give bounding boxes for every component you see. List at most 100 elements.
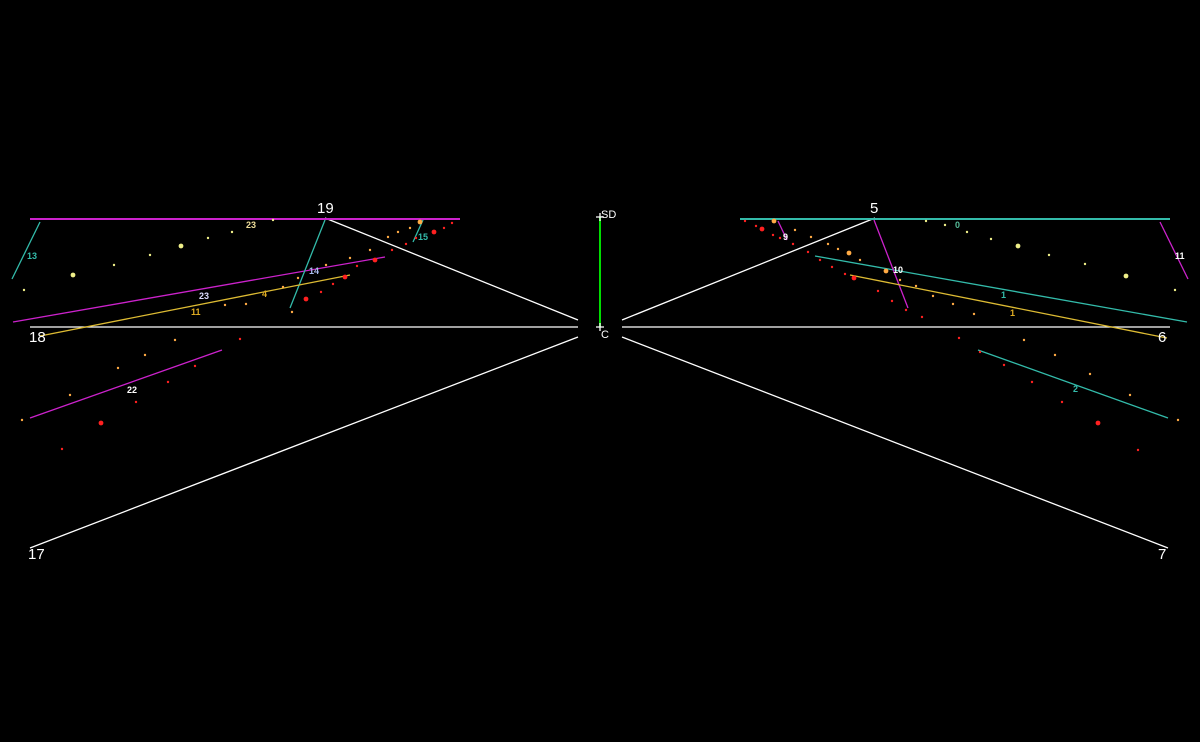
curve-label: 23 [199,291,209,301]
sun-position-dot [943,223,947,227]
cyan-line [814,255,1188,323]
sun-position-dot [890,299,894,303]
sun-position-dot [791,242,795,246]
plus-marker-sd [596,213,604,331]
curve-label: 11 [1175,251,1185,261]
curve-label: 0 [955,220,960,230]
sun-position-dot [324,263,328,267]
sun-position-dot [1128,393,1132,397]
curve-label: 14 [309,266,319,276]
magenta-line [12,256,386,323]
sun-position-dot [924,219,928,223]
sun-position-dot [972,312,976,316]
sun-position-dot [112,263,116,267]
sun-position-dot [771,218,777,224]
sun-position-dot [244,302,248,306]
sun-position-dot [281,285,285,289]
magenta-line [873,219,909,309]
hour-label-17: 17 [28,546,45,563]
sun-position-dot [355,264,359,268]
sun-position-dot [173,338,177,342]
sun-position-dot [778,236,782,240]
sun-position-dot [883,268,889,274]
sun-position-dot [368,248,372,252]
cyan-line [11,221,41,280]
sun-position-dot [836,247,840,251]
sun-position-dot [1030,380,1034,384]
sun-position-dot [223,303,227,307]
sun-position-dot [920,315,924,319]
cyan-line [289,219,326,309]
sun-position-dot [396,230,400,234]
sun-position-dot [1053,353,1057,357]
curve-label: 22 [127,385,137,395]
hour-label-19: 19 [317,200,334,217]
sun-position-dot [876,289,880,293]
curve-label: 10 [893,265,903,275]
sun-position-dot [904,308,908,312]
sun-position-dot [206,236,210,240]
sun-position-dot [417,219,423,225]
curve-label: 2 [1073,384,1078,394]
sun-position-dot [319,290,323,294]
hour-line-19 [324,217,579,321]
sun-position-dot [342,274,348,280]
hour-label-7: 7 [1158,546,1166,563]
sun-position-dot [1095,420,1101,426]
sun-position-dot [98,420,104,426]
sun-position-dot [806,250,810,254]
sun-position-dot [1060,400,1064,404]
sun-position-dot [898,278,902,282]
hour-label-6: 6 [1158,329,1166,346]
sun-position-dot [22,288,26,292]
sun-position-dot [1083,262,1087,266]
sun-position-dot [914,284,918,288]
hour-line-7 [621,336,1169,549]
sun-position-dot [331,282,335,286]
sun-position-dot [442,226,446,230]
sun-position-dot [238,337,242,341]
sun-position-dot [414,236,418,240]
curve-label: 11 [191,307,201,317]
sun-position-dot [965,230,969,234]
curve-label: 15 [418,232,428,242]
sun-position-dot [230,230,234,234]
sun-position-dot [1015,243,1021,249]
sun-position-dot [386,235,390,239]
hour-label-18: 18 [29,329,46,346]
cyan-line [977,349,1169,419]
sun-position-dot [68,393,72,397]
gold-line [39,274,351,337]
hour-line-17 [29,336,579,549]
sun-position-dot [60,447,64,451]
sun-position-dot [1022,338,1026,342]
sun-position-dot [858,258,862,262]
sun-position-dot [931,294,935,298]
sun-position-dot [989,237,993,241]
sun-position-dot [271,218,275,222]
c-label: C [601,329,609,341]
sun-position-dot [743,219,747,223]
sun-position-dot [1123,273,1129,279]
sun-position-dot [846,250,852,256]
curve-label: 13 [27,251,37,261]
sun-position-dot [978,350,982,354]
sun-position-dot [1176,418,1180,422]
sun-position-dot [408,226,412,230]
sun-position-dot [143,353,147,357]
sun-position-dot [957,336,961,340]
magenta-line [29,349,223,419]
sun-position-dot [193,364,197,368]
sun-position-dot [771,233,775,237]
sun-position-dot [793,228,797,232]
curve-label: 1 [1010,308,1015,318]
sun-position-dot [951,302,955,306]
curve-label: 4 [262,289,267,299]
sun-position-dot [148,253,152,257]
sun-position-dot [851,275,857,281]
sun-position-dot [70,272,76,278]
sun-position-dot [826,242,830,246]
sun-position-dot [450,221,454,225]
sun-position-dot [303,296,309,302]
